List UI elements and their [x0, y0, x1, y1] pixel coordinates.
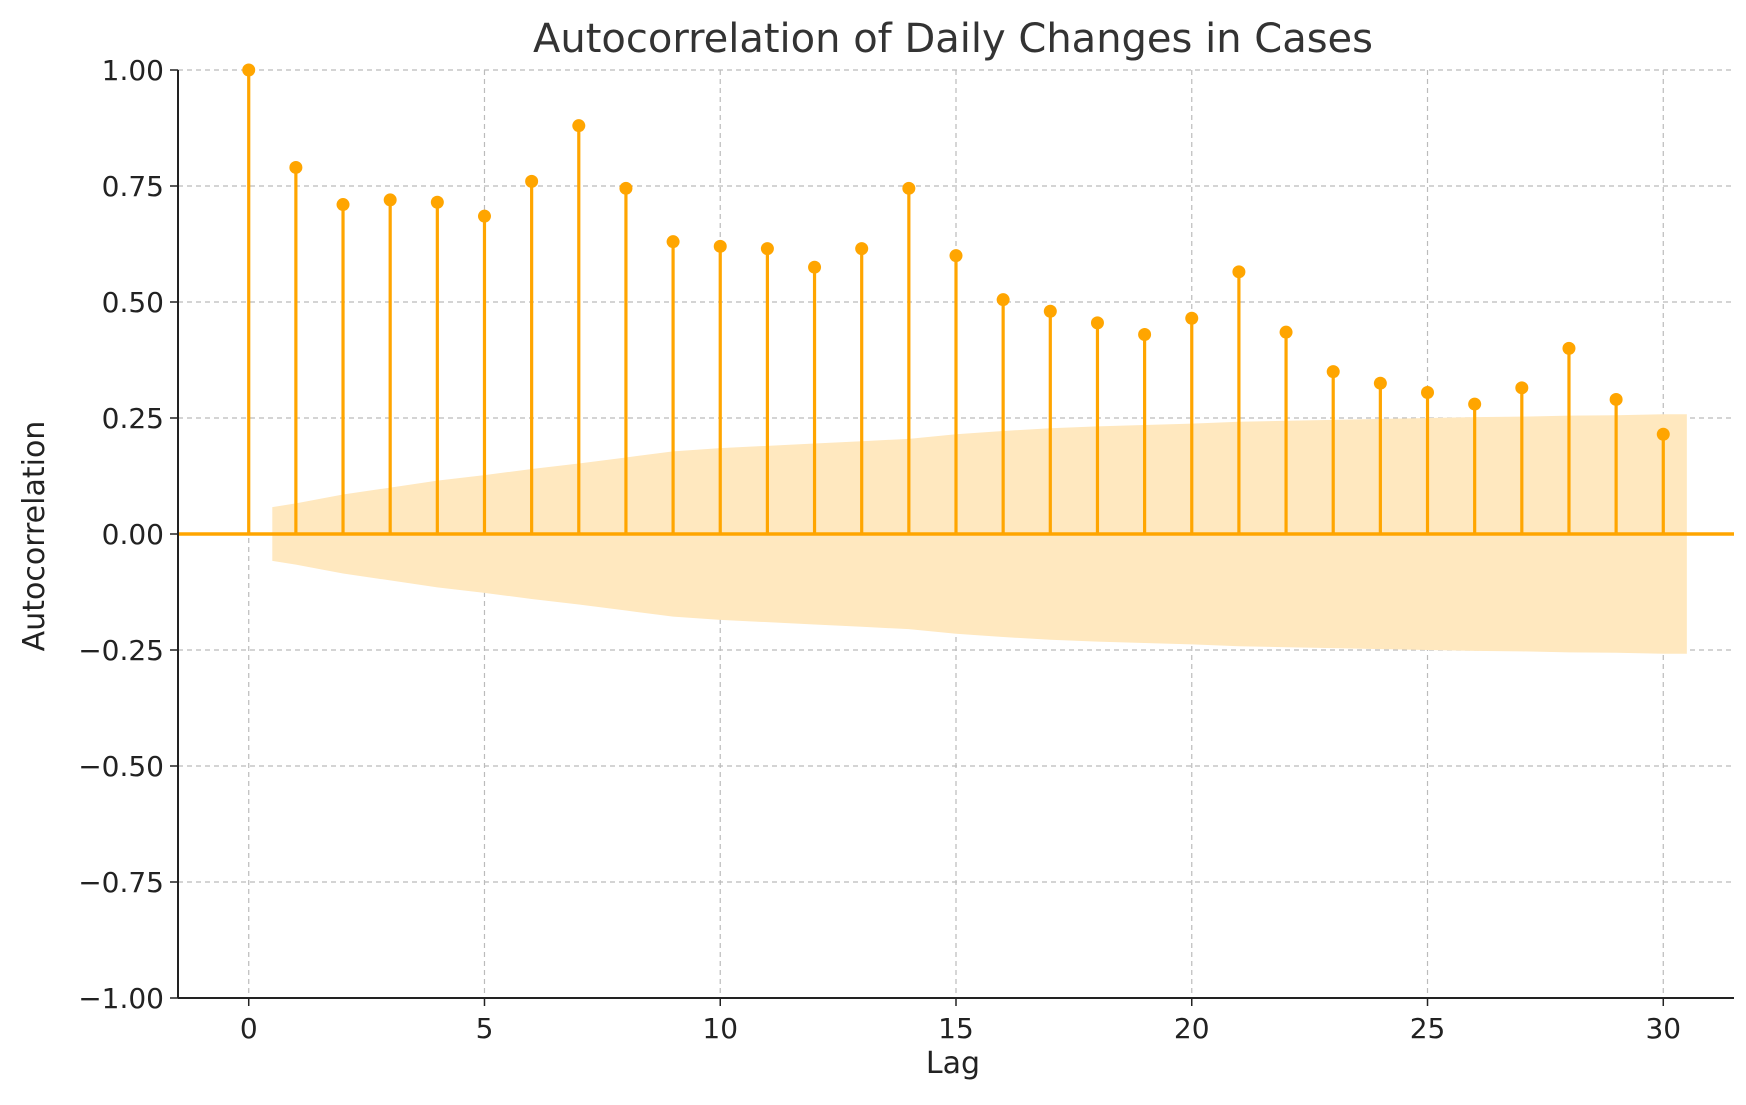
y-tick-label: 0.25: [102, 402, 164, 435]
acf-point-lag-3: [383, 193, 397, 207]
x-tick-label: 15: [938, 1012, 974, 1045]
acf-point-lag-20: [1185, 311, 1199, 325]
acf-point-lag-1: [289, 160, 303, 174]
acf-point-lag-12: [808, 260, 822, 274]
y-tick-label: 0.75: [102, 170, 164, 203]
x-tick-labels: 0 5 10 15 20 25 30: [240, 1012, 1681, 1045]
y-tick-label: −1.00: [78, 982, 164, 1015]
axes: [170, 69, 1734, 1006]
chart-title: Autocorrelation of Daily Changes in Case…: [533, 16, 1373, 62]
acf-point-lag-2: [336, 198, 350, 212]
y-tick-labels: −1.00 −0.75 −0.50 −0.25 0.00 0.25 0.50 0.75 1.00: [78, 54, 164, 1015]
acf-point-lag-5: [477, 209, 491, 223]
acf-point-lag-11: [760, 242, 774, 256]
acf-point-lag-15: [949, 249, 963, 263]
acf-point-lag-4: [430, 195, 444, 209]
acf-point-lag-17: [1043, 304, 1057, 318]
acf-point-lag-28: [1562, 341, 1576, 355]
x-axis-title: Lag: [926, 1046, 980, 1081]
y-tick-label: −0.50: [78, 750, 164, 783]
x-tick-label: 25: [1410, 1012, 1446, 1045]
acf-point-lag-7: [572, 119, 586, 133]
x-tick-label: 0: [240, 1012, 258, 1045]
acf-point-lag-22: [1279, 325, 1293, 339]
y-tick-label: 0.50: [102, 286, 164, 319]
stem-layer: [178, 63, 1734, 536]
y-axis-title: Autocorrelation: [17, 421, 52, 652]
acf-point-lag-29: [1609, 392, 1623, 406]
acf-point-lag-13: [855, 242, 869, 256]
acf-point-lag-10: [713, 239, 727, 253]
y-tick-label: −0.75: [78, 866, 164, 899]
acf-point-lag-26: [1468, 397, 1482, 411]
acf-point-lag-14: [902, 181, 916, 195]
acf-point-lag-6: [525, 174, 539, 188]
y-tick-label: 0.00: [102, 518, 164, 551]
acf-point-lag-21: [1232, 265, 1246, 279]
acf-point-lag-27: [1515, 381, 1529, 395]
acf-point-lag-30: [1656, 427, 1670, 441]
acf-point-lag-23: [1326, 365, 1340, 379]
y-tick-label: −0.25: [78, 634, 164, 667]
y-tick-label: 1.00: [102, 54, 164, 87]
acf-point-lag-19: [1138, 327, 1152, 341]
acf-point-lag-24: [1373, 376, 1387, 390]
acf-point-lag-8: [619, 181, 633, 195]
x-tick-label: 10: [702, 1012, 738, 1045]
x-tick-label: 20: [1174, 1012, 1210, 1045]
acf-point-lag-0: [242, 63, 256, 77]
acf-point-lag-25: [1421, 385, 1435, 399]
x-tick-label: 30: [1645, 1012, 1681, 1045]
acf-point-lag-16: [996, 293, 1010, 307]
x-tick-label: 5: [476, 1012, 494, 1045]
acf-point-lag-18: [1090, 316, 1104, 330]
acf-point-lag-9: [666, 235, 680, 249]
